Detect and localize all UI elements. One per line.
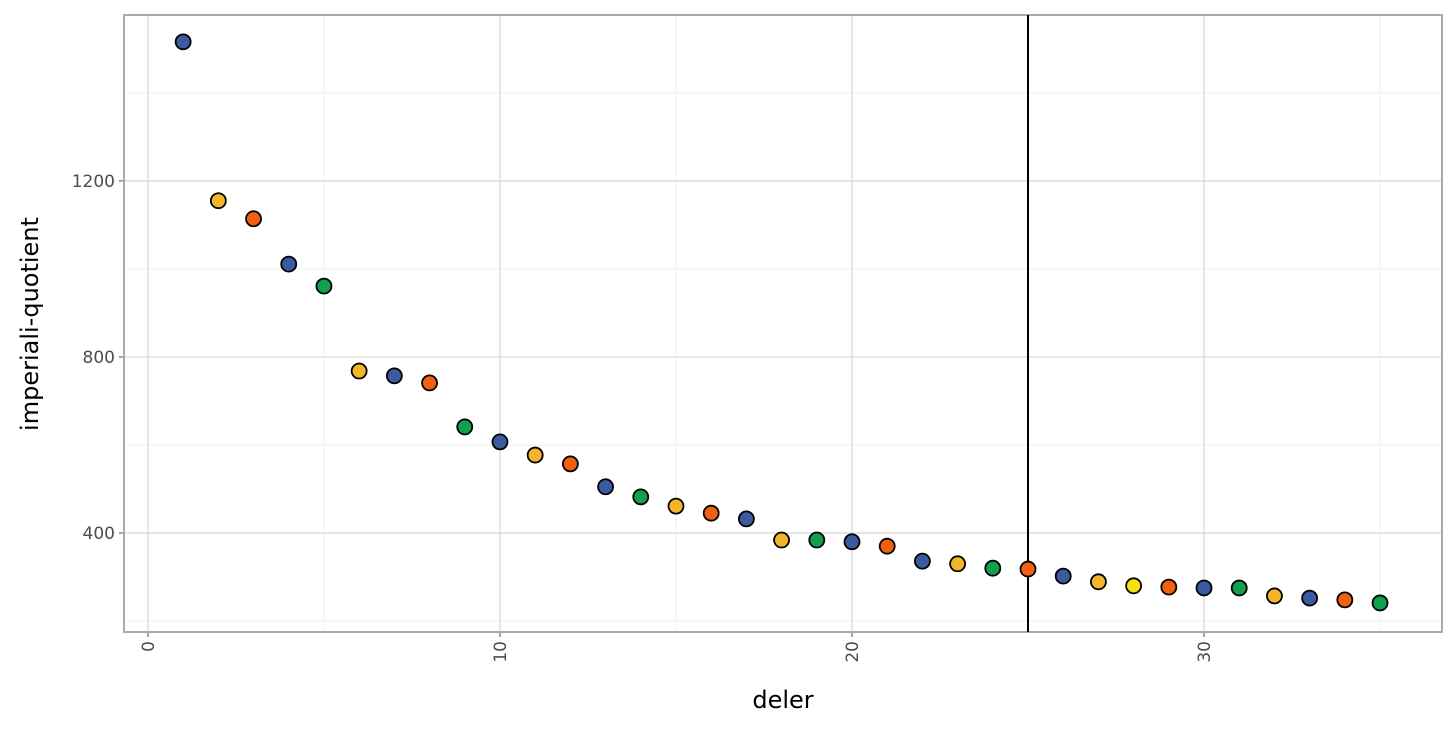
y-axis-label: imperiali-quotient: [16, 217, 44, 431]
point: [878, 537, 896, 555]
point: [385, 367, 403, 385]
point: [914, 552, 931, 570]
point: [597, 478, 614, 496]
point: [1125, 577, 1143, 595]
point: [209, 192, 227, 210]
y-tick-label: 1200: [72, 172, 115, 192]
point: [737, 510, 755, 528]
point: [667, 497, 685, 515]
point: [315, 277, 333, 295]
point: [350, 362, 368, 380]
point: [1054, 567, 1072, 585]
x-tick-label: 30: [1195, 641, 1215, 663]
point: [1371, 594, 1389, 612]
x-tick-label: 10: [491, 641, 511, 663]
point: [1336, 591, 1354, 609]
point: [174, 33, 192, 51]
y-tick-label: 400: [83, 524, 115, 544]
point: [491, 433, 509, 451]
point: [1266, 587, 1283, 605]
x-tick-label: 0: [139, 641, 159, 652]
point: [456, 418, 474, 436]
plot-frame: [123, 14, 1443, 633]
point: [1160, 578, 1178, 596]
point: [984, 559, 1002, 577]
point: [632, 488, 650, 506]
point: [245, 210, 262, 228]
y-tick-label: 800: [83, 348, 115, 368]
point: [526, 446, 544, 464]
point: [1090, 573, 1107, 591]
point: [702, 504, 720, 522]
point: [949, 555, 967, 573]
point: [843, 533, 861, 551]
point: [1019, 560, 1037, 578]
point: [561, 455, 579, 473]
point: [773, 531, 790, 549]
point: [421, 374, 438, 392]
point: [808, 531, 826, 549]
x-tick-label: 20: [843, 641, 863, 663]
point: [1301, 589, 1319, 607]
point: [280, 255, 298, 273]
point: [1230, 579, 1248, 597]
x-axis-label: deler: [752, 686, 813, 714]
point: [1195, 579, 1213, 597]
